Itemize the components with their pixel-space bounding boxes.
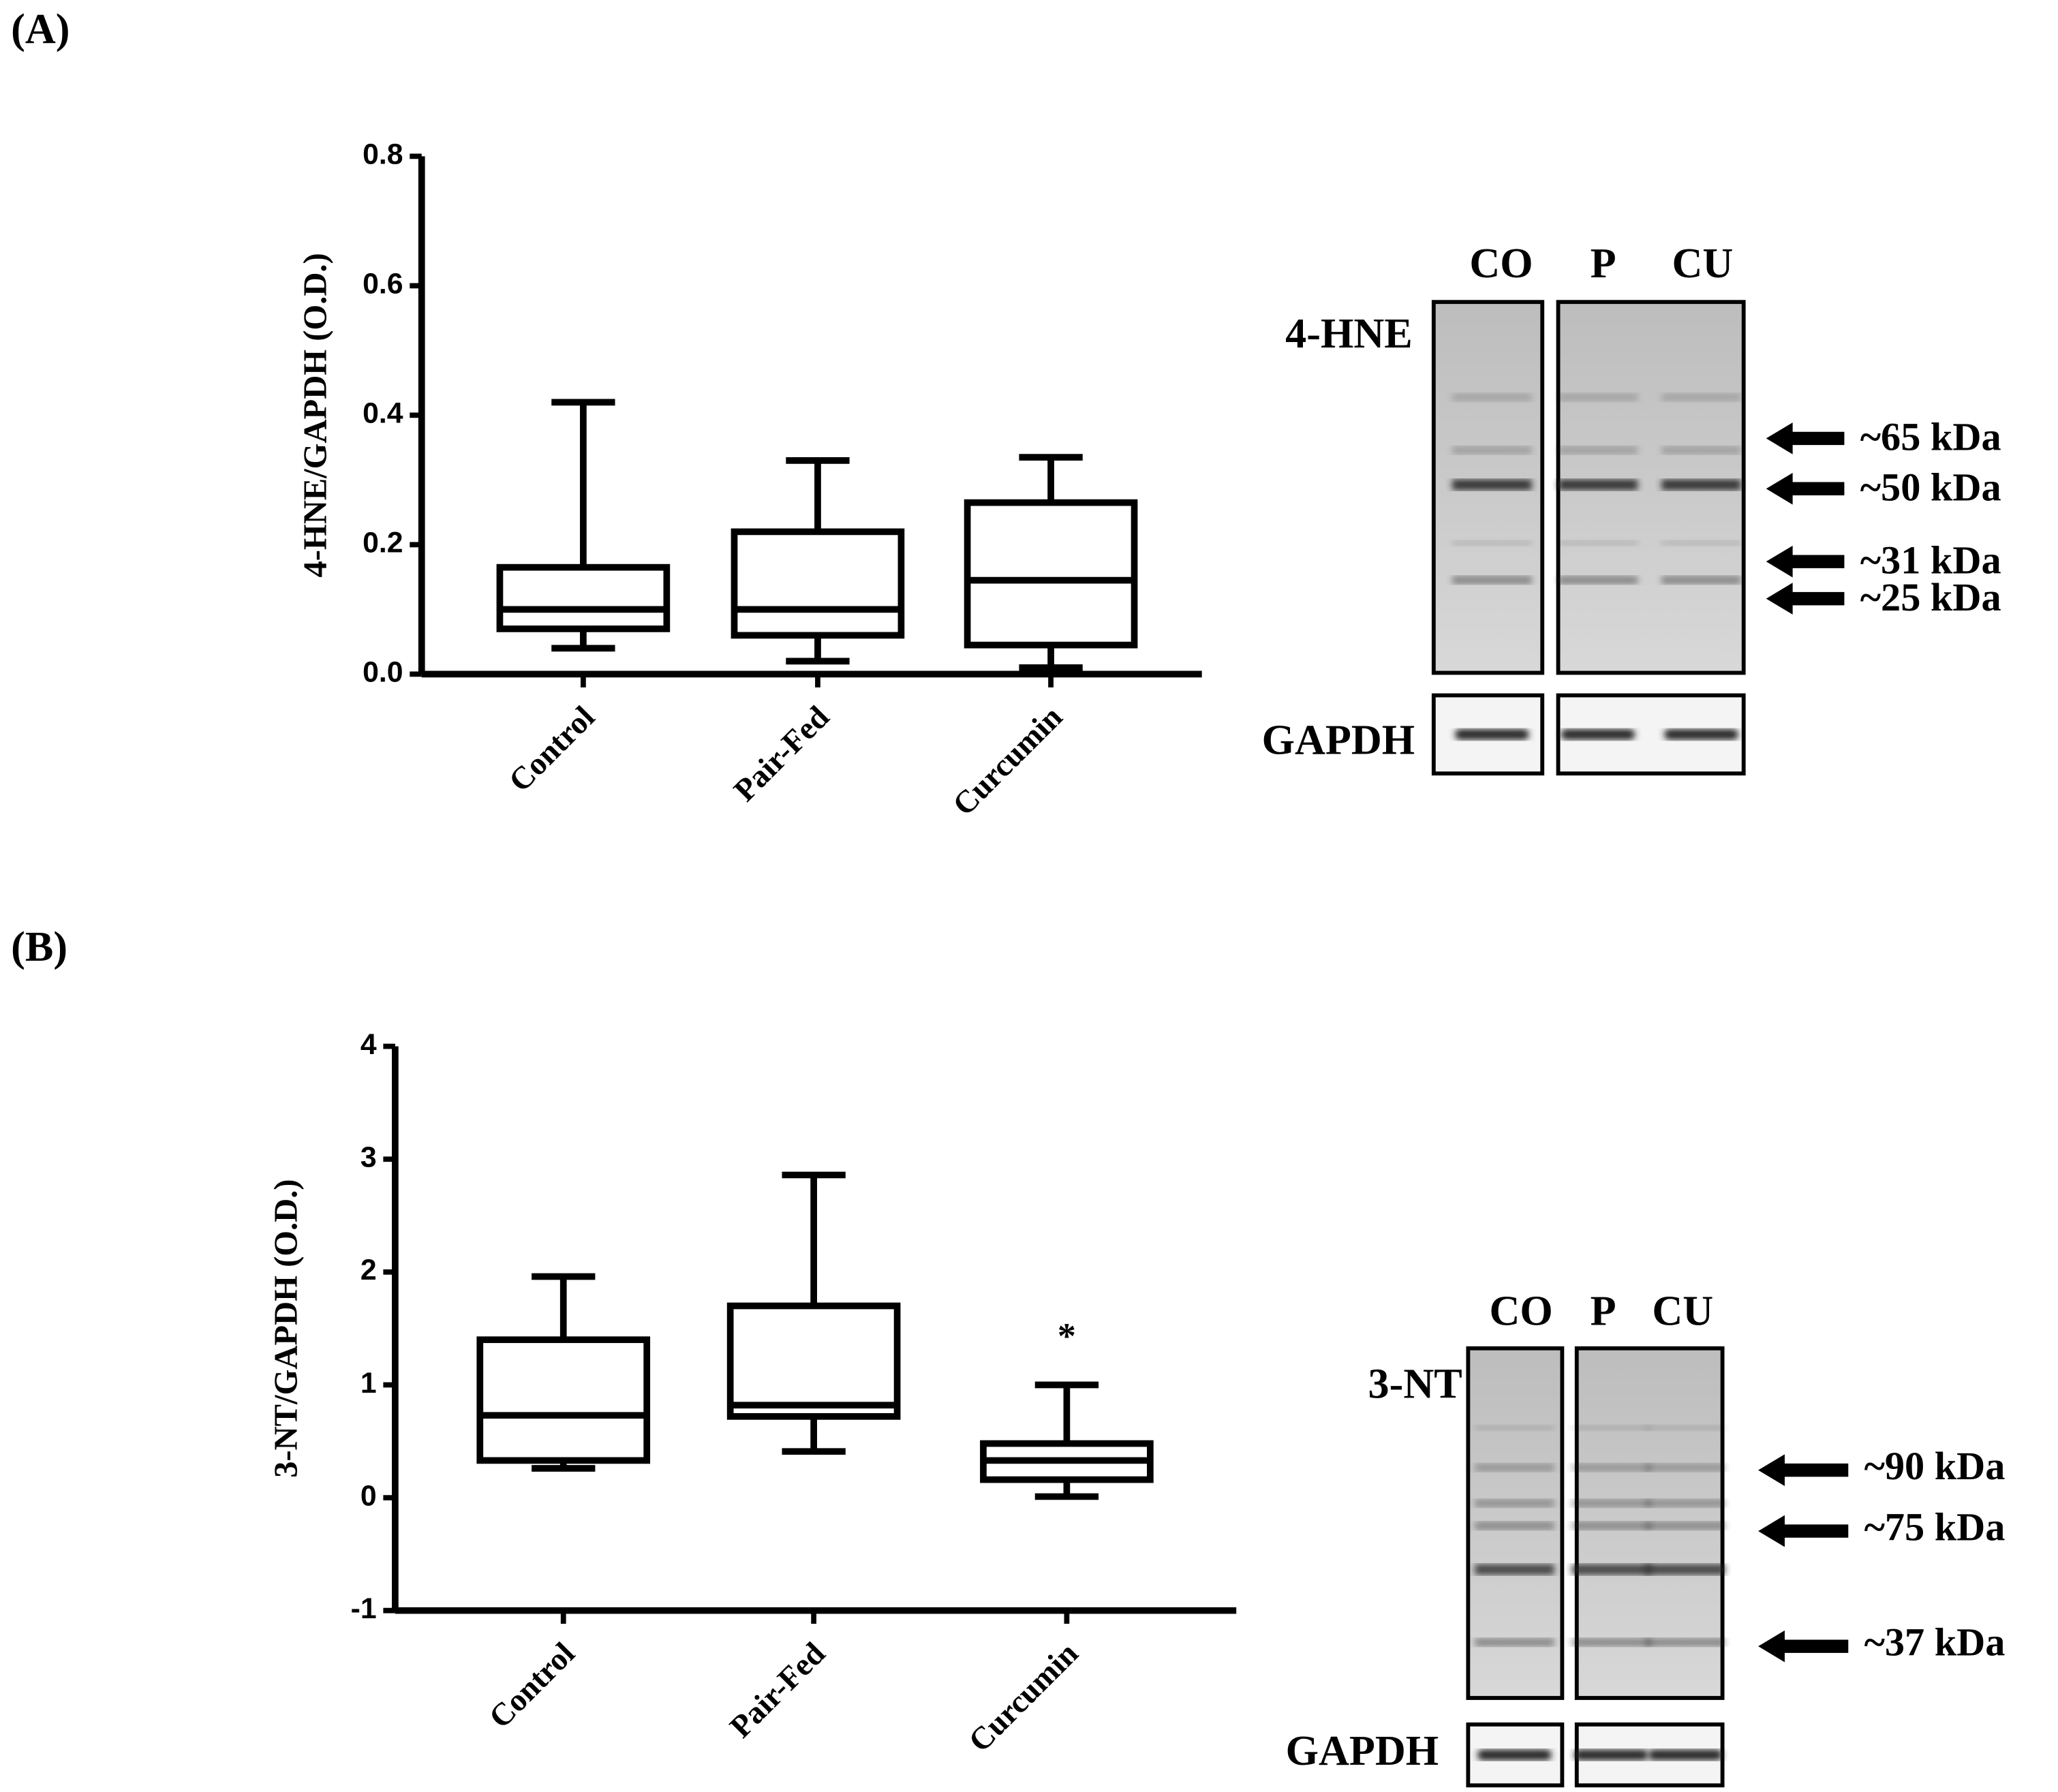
blot-band xyxy=(1571,1463,1651,1472)
x-tick-label: Control xyxy=(502,699,602,799)
loading-label: GAPDH xyxy=(1286,1728,1439,1774)
blot-band xyxy=(1452,393,1532,401)
y-tick-label: 0.0 xyxy=(363,656,403,689)
y-tick-label: 0.2 xyxy=(363,527,403,559)
blot-band xyxy=(1661,479,1741,491)
gapdh-band xyxy=(1573,1749,1648,1761)
arrow xyxy=(1766,545,1845,578)
protein-label: 3-NT xyxy=(1368,1361,1462,1407)
blot-band xyxy=(1452,446,1532,454)
marker-label: ~37 kDa xyxy=(1864,1620,2006,1665)
blot-band xyxy=(1571,1425,1651,1431)
marker-label: ~75 kDa xyxy=(1864,1504,2006,1549)
lane-label: P xyxy=(1591,241,1616,287)
arrow xyxy=(1766,422,1845,454)
y-tick-label: 4 xyxy=(360,1028,377,1061)
blot-band xyxy=(1558,540,1638,546)
blot-band xyxy=(1645,1638,1725,1647)
blot-band xyxy=(1475,1564,1554,1575)
y-tick-label: 3 xyxy=(360,1141,377,1174)
gapdh-band xyxy=(1454,729,1529,740)
blot-band xyxy=(1645,1499,1725,1508)
panel-label: (B) xyxy=(11,924,67,970)
x-tick-label: Pair-Fed xyxy=(727,699,836,808)
y-tick-label: 2 xyxy=(360,1254,377,1286)
blot-band xyxy=(1452,540,1532,546)
box xyxy=(731,528,905,639)
x-tick-label: Curcumin xyxy=(946,699,1069,822)
marker-label: ~31 kDa xyxy=(1860,538,2001,582)
x-tick-label: Curcumin xyxy=(962,1636,1085,1759)
y-tick-label: 0.4 xyxy=(363,397,403,430)
blot-band xyxy=(1571,1521,1651,1530)
box xyxy=(964,499,1138,649)
lane-label: P xyxy=(1591,1288,1616,1335)
x-tick-label: Pair-Fed xyxy=(723,1636,832,1745)
box xyxy=(476,1336,651,1464)
lane-label: CU xyxy=(1652,1288,1713,1335)
panel-label: (A) xyxy=(11,6,70,52)
blot-band xyxy=(1571,1499,1651,1508)
gapdh-band xyxy=(1648,1749,1723,1761)
blot-band xyxy=(1661,393,1741,401)
blot-band xyxy=(1558,576,1638,585)
blot-band xyxy=(1452,576,1532,585)
box xyxy=(726,1302,901,1420)
lane-label: CU xyxy=(1672,241,1734,287)
blot-band xyxy=(1475,1499,1554,1508)
arrow xyxy=(1766,583,1845,615)
y-axis-label: 3-NT/GAPDH (O.D.) xyxy=(268,1179,305,1478)
marker-label: ~90 kDa xyxy=(1864,1444,2006,1488)
arrow xyxy=(1758,1515,1849,1547)
arrow xyxy=(1758,1454,1849,1486)
blot-band xyxy=(1661,576,1741,585)
blot-band xyxy=(1645,1463,1725,1472)
arrow xyxy=(1758,1630,1849,1663)
blot-band xyxy=(1452,479,1532,491)
blot-band xyxy=(1571,1564,1651,1575)
arrow xyxy=(1766,472,1845,505)
x-tick-label: Control xyxy=(482,1636,582,1735)
blot-band xyxy=(1571,1638,1651,1647)
y-tick-label: -1 xyxy=(351,1592,377,1625)
blot-band xyxy=(1558,393,1638,401)
gapdh-band xyxy=(1561,729,1635,740)
gapdh-band xyxy=(1664,729,1738,740)
annotation: * xyxy=(1058,1316,1076,1357)
blot-band xyxy=(1475,1425,1554,1431)
marker-label: ~65 kDa xyxy=(1860,415,2001,459)
blot-band xyxy=(1475,1638,1554,1647)
gapdh-band xyxy=(1477,1749,1552,1761)
blot-band xyxy=(1661,446,1741,454)
y-tick-label: 0 xyxy=(360,1479,377,1512)
blot-band xyxy=(1645,1521,1725,1530)
marker-label: ~50 kDa xyxy=(1860,465,2001,510)
loading-label: GAPDH xyxy=(1262,717,1415,764)
blot-band xyxy=(1558,479,1638,491)
y-axis-label: 4-HNE/GAPDH (O.D.) xyxy=(296,253,333,577)
blot-band xyxy=(1645,1425,1725,1431)
blot-band xyxy=(1475,1463,1554,1472)
y-tick-label: 1 xyxy=(360,1367,377,1400)
blot-band xyxy=(1645,1564,1725,1575)
blot-band xyxy=(1661,540,1741,546)
y-tick-label: 0.6 xyxy=(363,268,403,300)
protein-label: 4-HNE xyxy=(1285,311,1413,357)
y-tick-label: 0.8 xyxy=(363,138,403,171)
lane-label: CO xyxy=(1469,241,1533,287)
marker-label: ~25 kDa xyxy=(1860,575,2001,619)
lane-label: CO xyxy=(1489,1288,1552,1335)
blot-band xyxy=(1558,446,1638,454)
box xyxy=(496,563,671,632)
blot-band xyxy=(1475,1521,1554,1530)
